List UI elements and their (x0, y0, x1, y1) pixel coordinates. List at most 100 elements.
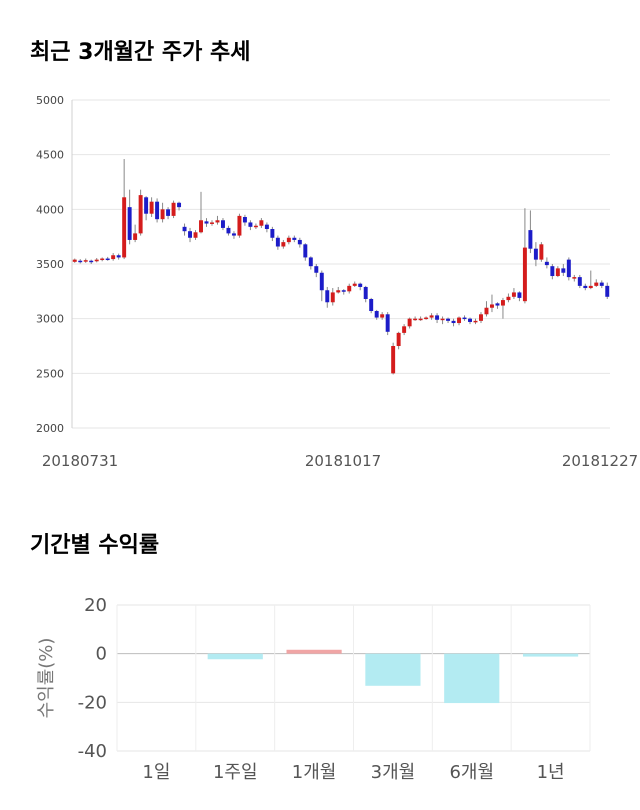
candle-body (105, 258, 110, 261)
candle-body (517, 292, 522, 298)
candle-body (429, 315, 434, 318)
candle-body (330, 292, 335, 303)
candle-body (319, 272, 324, 291)
candle-body (506, 296, 511, 301)
candle-body (511, 292, 516, 297)
candle-body (418, 318, 423, 321)
candle-body (489, 304, 494, 308)
y-tick-label: 2000 (36, 422, 64, 435)
x-tick-label: 1주일 (213, 762, 258, 783)
candle-body (204, 221, 209, 224)
candle-body (177, 202, 182, 208)
candle-body (440, 318, 445, 321)
candle-body (314, 266, 319, 273)
y-tick-label: -40 (78, 741, 107, 762)
candle-body (402, 326, 407, 333)
candle-body (94, 259, 99, 262)
x-tick-label: 20180731 (42, 452, 118, 470)
bar (365, 653, 421, 686)
candlestick-chart: 2000 2500 3000 3500 4000 4500 5000 20180731 2018… (36, 94, 638, 470)
x-tick-label: 1년 (537, 762, 565, 783)
candle-body (242, 216, 247, 223)
candle-body (484, 307, 489, 315)
bar (286, 649, 342, 654)
candle-body (369, 298, 374, 312)
candle-body (599, 282, 604, 286)
candle-body (138, 195, 143, 234)
candle-body (303, 244, 308, 258)
candle-body (413, 318, 418, 321)
candle-body (446, 318, 451, 321)
candle-body (550, 266, 555, 277)
candle-body (374, 311, 379, 318)
candle-body (451, 320, 456, 324)
bar (444, 653, 500, 704)
y-tick-label: 20 (84, 595, 107, 616)
candle-body (210, 222, 214, 224)
candle-body (259, 220, 264, 226)
candle-body (83, 260, 88, 262)
bar (522, 653, 579, 657)
candle-body (188, 231, 193, 238)
x-tick-label: 20181017 (305, 452, 381, 470)
candle-body (275, 237, 280, 247)
candle-body (281, 242, 286, 247)
candle-body (111, 255, 116, 260)
candle-body (171, 202, 176, 216)
candle-body (347, 285, 352, 292)
bar (207, 653, 263, 660)
candle-body (308, 257, 313, 267)
candle-body (182, 226, 187, 232)
candle-body (457, 317, 462, 324)
y-tick-label: 2500 (36, 367, 64, 380)
candle-body (89, 260, 94, 263)
candle-body (577, 277, 582, 286)
candle-body (292, 237, 297, 240)
candle-body (193, 232, 198, 238)
candle-body (385, 314, 390, 332)
candle-body (605, 285, 610, 297)
candle-body (270, 229, 275, 238)
x-tick-label: 1일 (142, 762, 170, 783)
candle-body (127, 207, 132, 240)
candle-body (407, 318, 412, 327)
candle-body (253, 225, 258, 228)
candle-body (220, 220, 225, 228)
candle-body (264, 224, 269, 230)
candle-body (297, 239, 302, 245)
y-tick-label: 0 (96, 644, 107, 665)
candle-body (462, 317, 467, 320)
candle-body (583, 285, 588, 289)
candle-body (391, 346, 396, 374)
candle-body (100, 258, 105, 261)
candle-body (572, 277, 577, 279)
candle-body (133, 233, 138, 240)
candle-body (533, 248, 538, 260)
candle-body (237, 215, 242, 236)
candle-body (160, 209, 165, 220)
candle-body (248, 222, 253, 227)
candle-body (199, 220, 203, 233)
y-tick-label: 3000 (36, 313, 64, 326)
candle-body (122, 197, 127, 258)
candle-body (166, 209, 171, 216)
x-tick-label: 1개월 (292, 762, 337, 783)
candle-body (215, 220, 220, 223)
candle-body (594, 282, 599, 286)
candle-body (479, 314, 483, 321)
returns-title: 기간별 수익률 (30, 533, 160, 558)
x-tick-label: 20181227 (562, 452, 638, 470)
candle-body (561, 268, 566, 273)
y-tick-label: 4000 (36, 203, 64, 216)
candle-body (396, 332, 401, 346)
candle-body (528, 230, 533, 249)
candle-body (231, 233, 236, 236)
candle-body (522, 247, 527, 302)
candle-body (325, 290, 330, 303)
candle-body (286, 237, 291, 243)
candle-body (358, 283, 363, 287)
candle-body (352, 283, 357, 286)
candle-body (544, 261, 549, 266)
x-tick-label: 6개월 (449, 762, 494, 783)
y-tick-label: 4500 (36, 149, 64, 162)
